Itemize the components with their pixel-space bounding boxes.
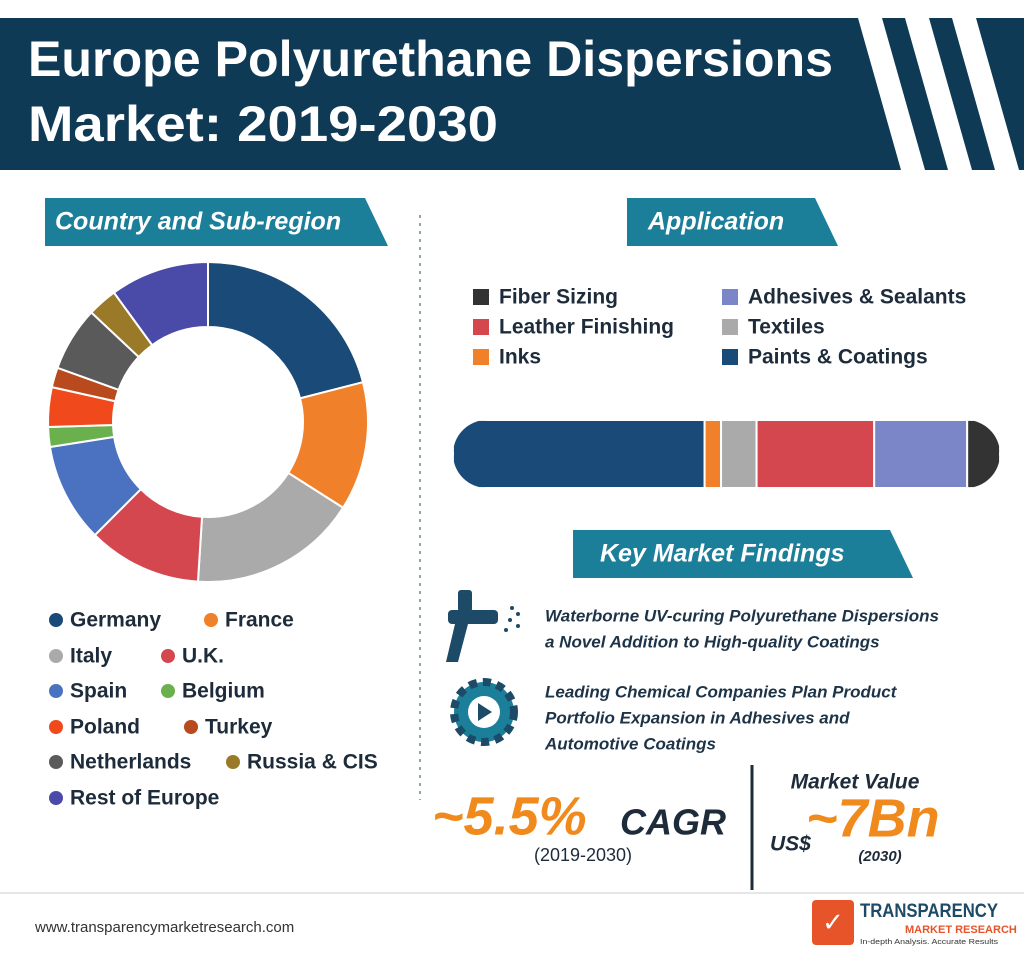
- legend-label: Leather Finishing: [499, 316, 674, 339]
- legend-swatch: [473, 289, 489, 305]
- section-title: Key Market Findings: [600, 540, 845, 568]
- legend-label: Fiber Sizing: [499, 286, 618, 309]
- legend-swatch: [49, 613, 63, 627]
- spray-gun-icon: [446, 590, 520, 662]
- legend-label: Inks: [499, 346, 541, 369]
- section-title: Country and Sub-region: [55, 208, 341, 236]
- section-header: [573, 530, 913, 578]
- finding-line: Portfolio Expansion in Adhesives and: [545, 708, 850, 727]
- legend-swatch: [722, 289, 738, 305]
- legend-label: U.K.: [182, 645, 224, 668]
- legend-swatch: [722, 349, 738, 365]
- legend-label: Turkey: [205, 716, 273, 739]
- title-line: Europe Polyurethane Dispersions: [28, 31, 833, 87]
- legend-label: Rest of Europe: [70, 787, 219, 810]
- legend-swatch: [473, 349, 489, 365]
- stripe: [858, 18, 925, 170]
- gear-icon: [450, 678, 518, 746]
- logo-mark: [812, 900, 854, 945]
- currency: US$: [770, 833, 811, 856]
- legend-label: Textiles: [748, 316, 825, 339]
- bar-segment: [966, 420, 1000, 488]
- legend-label: Italy: [70, 645, 112, 668]
- market-value-label: Market Value: [791, 771, 920, 794]
- market-value: ~7Bn: [806, 788, 940, 848]
- website: www.transparencymarketresearch.com: [34, 919, 294, 936]
- legend-label: Germany: [70, 609, 161, 632]
- legend-swatch: [49, 791, 63, 805]
- legend-swatch: [49, 720, 63, 734]
- logo-glyph: ✓: [822, 907, 844, 937]
- finding-line: a Novel Addition to High-quality Coating…: [545, 632, 880, 651]
- section-header: [45, 198, 388, 246]
- legend-swatch: [161, 649, 175, 663]
- market-value-year: (2030): [858, 848, 901, 865]
- donut-slice: [112, 260, 209, 347]
- header-band: [0, 18, 1024, 170]
- legend-swatch: [49, 684, 63, 698]
- finding-line: Automotive Coatings: [544, 734, 716, 753]
- cagr-label: CAGR: [620, 802, 726, 843]
- legend-swatch: [226, 755, 240, 769]
- legend-swatch: [204, 613, 218, 627]
- finding-line: Leading Chemical Companies Plan Product: [545, 682, 898, 701]
- bar-segment: [720, 420, 758, 488]
- legend-label: France: [225, 609, 294, 632]
- legend-label: Netherlands: [70, 751, 191, 774]
- logo-line: MARKET RESEARCH: [905, 924, 1017, 936]
- finding-line: Waterborne UV-curing Polyurethane Disper…: [545, 606, 939, 625]
- legend-swatch: [49, 755, 63, 769]
- stripe: [952, 18, 1019, 170]
- title-line: Market: 2019-2030: [28, 96, 498, 152]
- stacked-bar: [453, 420, 1000, 488]
- legend-swatch: [161, 684, 175, 698]
- logo-tagline: In-depth Analysis. Accurate Results: [860, 937, 998, 946]
- legend-label: Belgium: [182, 680, 265, 703]
- bar-segment: [453, 420, 706, 488]
- legend-swatch: [184, 720, 198, 734]
- section-title: Application: [647, 208, 784, 236]
- legend-swatch: [49, 649, 63, 663]
- cagr-period: (2019-2030): [534, 845, 632, 865]
- section-header: [627, 198, 838, 246]
- legend-swatch: [473, 319, 489, 335]
- donut-slice: [207, 260, 365, 400]
- legend-label: Poland: [70, 716, 140, 739]
- bar-segment: [873, 420, 969, 488]
- legend-swatch: [722, 319, 738, 335]
- stripe: [905, 18, 972, 170]
- cagr-value: ~5.5%: [432, 786, 587, 846]
- bar-segment: [755, 420, 876, 488]
- bar-segment: [703, 420, 723, 488]
- legend-label: Russia & CIS: [247, 751, 378, 774]
- legend-label: Spain: [70, 680, 127, 703]
- legend-label: Adhesives & Sealants: [748, 286, 966, 309]
- logo-line: TRANSPARENCY: [860, 901, 998, 922]
- legend-label: Paints & Coatings: [748, 346, 928, 369]
